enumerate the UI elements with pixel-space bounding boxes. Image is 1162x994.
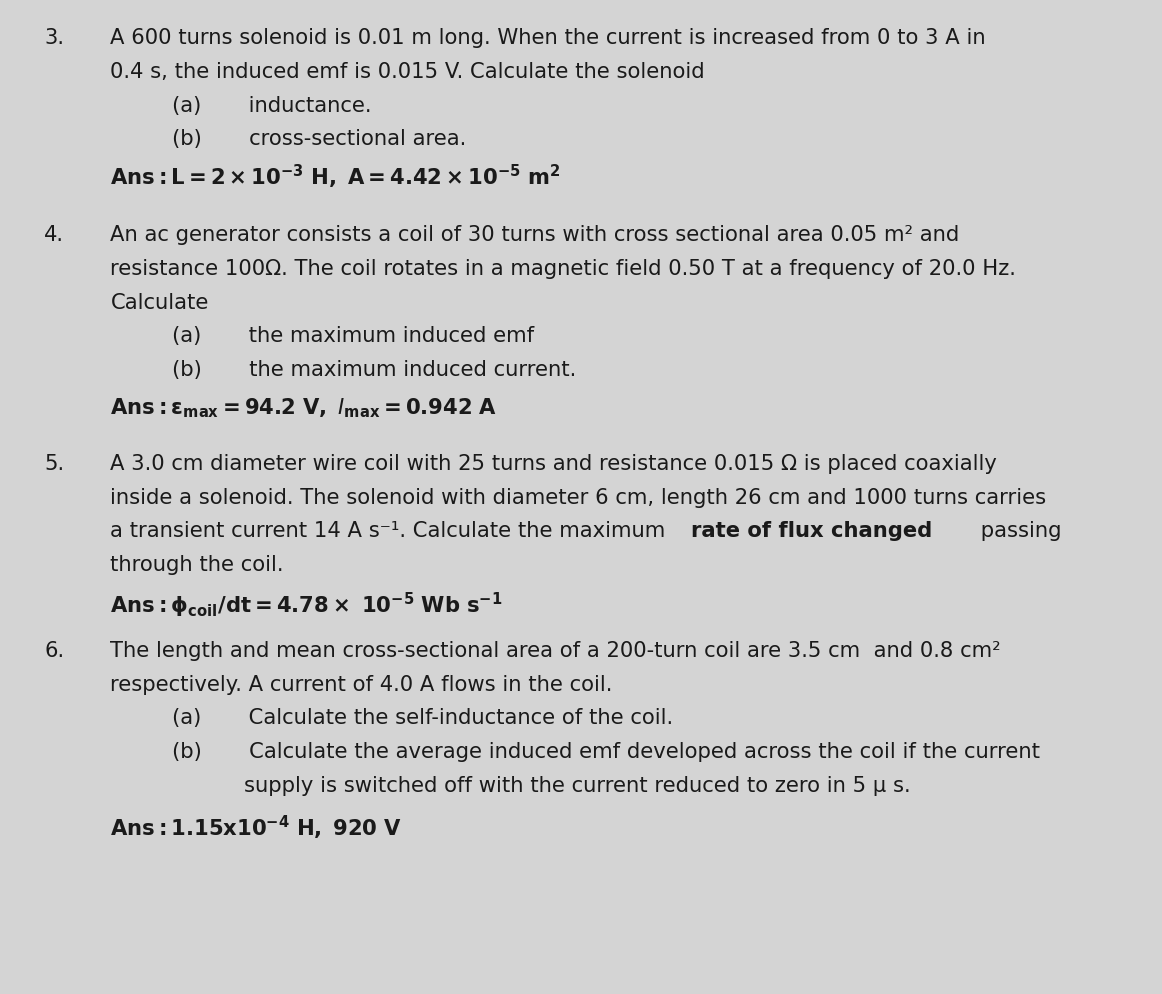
Text: through the coil.: through the coil.: [110, 555, 284, 575]
Text: (a)       Calculate the self-inductance of the coil.: (a) Calculate the self-inductance of the…: [172, 708, 673, 728]
Text: (b)       the maximum induced current.: (b) the maximum induced current.: [172, 360, 576, 380]
Text: $\bf{Ans : \phi_{coil}/dt = 4.78\times\ 10^{-5}\ Wb\ s^{-1}}$: $\bf{Ans : \phi_{coil}/dt = 4.78\times\ …: [110, 590, 503, 619]
Text: a transient current 14 A s⁻¹. Calculate the maximum: a transient current 14 A s⁻¹. Calculate …: [110, 521, 673, 541]
Text: inside a solenoid. The solenoid with diameter 6 cm, length 26 cm and 1000 turns : inside a solenoid. The solenoid with dia…: [110, 487, 1047, 507]
Text: A 3.0 cm diameter wire coil with 25 turns and resistance 0.015 Ω is placed coaxi: A 3.0 cm diameter wire coil with 25 turn…: [110, 453, 997, 473]
Text: 0.4 s, the induced emf is 0.015 V. Calculate the solenoid: 0.4 s, the induced emf is 0.015 V. Calcu…: [110, 62, 705, 82]
Text: rate of flux changed: rate of flux changed: [691, 521, 933, 541]
Text: An ac generator consists a coil of 30 turns with cross sectional area 0.05 m² an: An ac generator consists a coil of 30 tu…: [110, 225, 960, 245]
Text: $\bf{Ans : L = 2 \times 10^{-3}\ H,\ A = 4.42 \times 10^{-5}\ m^{2}}$: $\bf{Ans : L = 2 \times 10^{-3}\ H,\ A =…: [110, 163, 561, 191]
Text: (b)       Calculate the average induced emf developed across the coil if the cur: (b) Calculate the average induced emf de…: [172, 742, 1040, 761]
Text: respectively. A current of 4.0 A flows in the coil.: respectively. A current of 4.0 A flows i…: [110, 674, 612, 694]
Text: 6.: 6.: [44, 640, 64, 660]
Text: 5.: 5.: [44, 453, 64, 473]
Text: resistance 100Ω. The coil rotates in a magnetic field 0.50 T at a frequency of 2: resistance 100Ω. The coil rotates in a m…: [110, 258, 1017, 278]
Text: Calculate: Calculate: [110, 292, 209, 312]
Text: passing: passing: [974, 521, 1061, 541]
Text: (b)       cross-sectional area.: (b) cross-sectional area.: [172, 129, 466, 149]
Text: The length and mean cross-sectional area of a 200-turn coil are 3.5 cm  and 0.8 : The length and mean cross-sectional area…: [110, 640, 1000, 660]
Text: (a)       the maximum induced emf: (a) the maximum induced emf: [172, 326, 535, 346]
Text: A 600 turns solenoid is 0.01 m long. When the current is increased from 0 to 3 A: A 600 turns solenoid is 0.01 m long. Whe…: [110, 28, 987, 48]
Text: 3.: 3.: [44, 28, 64, 48]
Text: $\bf{Ans: 1.15x10^{-4}\ H,\ 920\ V}$: $\bf{Ans: 1.15x10^{-4}\ H,\ 920\ V}$: [110, 813, 402, 841]
Text: 4.: 4.: [44, 225, 64, 245]
Text: supply is switched off with the current reduced to zero in 5 μ s.: supply is switched off with the current …: [244, 775, 911, 795]
Text: (a)       inductance.: (a) inductance.: [172, 95, 372, 115]
Text: $\bf{Ans : \varepsilon_{max} = 94.2\ V,\ \mathit{I}_{max} = 0.942\ A}$: $\bf{Ans : \varepsilon_{max} = 94.2\ V,\…: [110, 396, 497, 419]
